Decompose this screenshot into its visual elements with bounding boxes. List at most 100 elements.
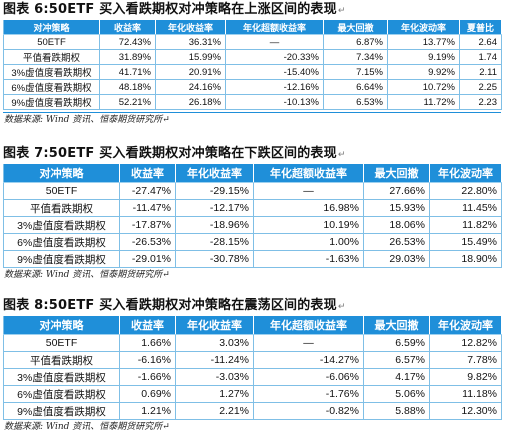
table-6-bottom-rule	[3, 112, 501, 113]
cell-strategy: 3%虚值度看跌期权	[3, 64, 100, 80]
col-header-annual-volatility: 年化波动率	[429, 164, 502, 183]
cell-annual-excess-return: -6.06%	[253, 368, 364, 386]
cell-strategy: 50ETF	[3, 334, 120, 352]
cell-strategy: 平值看跌期权	[3, 351, 120, 369]
cell-annual-excess-return: —	[225, 34, 324, 50]
cell-strategy: 9%虚值度看跌期权	[3, 250, 120, 268]
col-header-annual-volatility: 年化波动率	[387, 20, 460, 35]
table-row: 3%虚值度看跌期权 -17.87% -18.96% 10.19% 18.06% …	[3, 216, 502, 234]
table-row: 3%虚值度看跌期权 41.71% 20.91% -15.40% 7.15% 9.…	[3, 64, 502, 80]
cell-annual-return: 26.18%	[155, 94, 226, 110]
cell-annual-return: 36.31%	[155, 34, 226, 50]
cell-annual-excess-return: 10.19%	[253, 216, 364, 234]
cell-return: 72.43%	[99, 34, 156, 50]
col-header-annual-volatility: 年化波动率	[429, 316, 502, 335]
table-row: 平值看跌期权 31.89% 15.99% -20.33% 7.34% 9.19%…	[3, 49, 502, 65]
cell-max-drawdown: 29.03%	[363, 250, 430, 268]
cell-annual-volatility: 12.82%	[429, 334, 502, 352]
cell-annual-excess-return: -15.40%	[225, 64, 324, 80]
cell-annual-excess-return: -20.33%	[225, 49, 324, 65]
table-8-section: 图表 8:50ETF 买入看跌期权对冲策略在震荡区间的表现↵ 对冲策略 收益率 …	[0, 296, 505, 434]
cell-annual-excess-return: 1.00%	[253, 233, 364, 251]
cell-annual-return: -29.15%	[175, 182, 254, 200]
cell-max-drawdown: 6.57%	[363, 351, 430, 369]
cell-max-drawdown: 4.17%	[363, 368, 430, 386]
table-row: 3%虚值度看跌期权 -1.66% -3.03% -6.06% 4.17% 9.8…	[3, 368, 502, 386]
table-7-section: 图表 7:50ETF 买入看跌期权对冲策略在下跌区间的表现↵ 对冲策略 收益率 …	[0, 144, 505, 282]
col-header-return: 收益率	[119, 316, 176, 335]
col-header-max-drawdown: 最大回撤	[363, 316, 430, 335]
cell-max-drawdown: 26.53%	[363, 233, 430, 251]
cell-max-drawdown: 5.88%	[363, 402, 430, 420]
cell-annual-return: -18.96%	[175, 216, 254, 234]
cell-annual-volatility: 7.78%	[429, 351, 502, 369]
table-6-section: 图表 6:50ETF 买入看跌期权对冲策略在上涨区间的表现↵ 对冲策略 收益率 …	[0, 0, 505, 127]
cell-annual-volatility: 11.18%	[429, 385, 502, 403]
table-row: 9%虚值度看跌期权 -29.01% -30.78% -1.63% 29.03% …	[3, 250, 502, 268]
cell-strategy: 50ETF	[3, 34, 100, 50]
cell-sharpe: 2.64	[459, 34, 502, 50]
cell-sharpe: 1.74	[459, 49, 502, 65]
cell-return: -6.16%	[119, 351, 176, 369]
cell-return: -29.01%	[119, 250, 176, 268]
table-row: 50ETF 1.66% 3.03% — 6.59% 12.82%	[3, 334, 502, 352]
cell-annual-excess-return: -1.76%	[253, 385, 364, 403]
col-header-annual-excess-return: 年化超额收益率	[253, 164, 364, 183]
cell-strategy: 平值看跌期权	[3, 49, 100, 65]
table-row: 50ETF 72.43% 36.31% — 6.87% 13.77% 2.64	[3, 34, 502, 50]
cell-return: -11.47%	[119, 199, 176, 217]
table-7: 对冲策略 收益率 年化收益率 年化超额收益率 最大回撤 年化波动率 50ETF …	[3, 164, 502, 268]
cell-annual-return: 24.16%	[155, 79, 226, 95]
col-header-return: 收益率	[99, 20, 156, 35]
cell-annual-excess-return: -14.27%	[253, 351, 364, 369]
cell-annual-volatility: 10.72%	[387, 79, 460, 95]
table-row: 50ETF -27.47% -29.15% — 27.66% 22.80%	[3, 182, 502, 200]
cell-max-drawdown: 27.66%	[363, 182, 430, 200]
cell-annual-excess-return: -1.63%	[253, 250, 364, 268]
cell-annual-excess-return: -10.13%	[225, 94, 324, 110]
col-header-max-drawdown: 最大回撤	[323, 20, 388, 35]
cell-annual-excess-return: -12.16%	[225, 79, 324, 95]
table-6-header-row: 对冲策略 收益率 年化收益率 年化超额收益率 最大回撤 年化波动率 夏普比	[3, 20, 502, 35]
table-7-header-row: 对冲策略 收益率 年化收益率 年化超额收益率 最大回撤 年化波动率	[3, 164, 502, 183]
cell-annual-return: -30.78%	[175, 250, 254, 268]
cell-max-drawdown: 6.53%	[323, 94, 388, 110]
cell-annual-volatility: 11.72%	[387, 94, 460, 110]
cell-max-drawdown: 7.34%	[323, 49, 388, 65]
table-8-header-row: 对冲策略 收益率 年化收益率 年化超额收益率 最大回撤 年化波动率	[3, 316, 502, 335]
table-8-title: 图表 8:50ETF 买入看跌期权对冲策略在震荡区间的表现↵	[3, 298, 346, 313]
cell-annual-return: 1.27%	[175, 385, 254, 403]
table-row: 6%虚值度看跌期权 48.18% 24.16% -12.16% 6.64% 10…	[3, 79, 502, 95]
table-row: 平值看跌期权 -11.47% -12.17% 16.98% 15.93% 11.…	[3, 199, 502, 217]
cell-strategy: 9%虚值度看跌期权	[3, 402, 120, 420]
cell-return: -26.53%	[119, 233, 176, 251]
cell-annual-volatility: 9.19%	[387, 49, 460, 65]
table-6-title: 图表 6:50ETF 买入看跌期权对冲策略在上涨区间的表现↵	[3, 2, 346, 17]
cell-max-drawdown: 6.87%	[323, 34, 388, 50]
table-7-source-note: 数据来源: Wind 资讯、恒泰期货研究所↵	[4, 270, 170, 280]
col-header-sharpe: 夏普比	[459, 20, 502, 35]
cell-max-drawdown: 7.15%	[323, 64, 388, 80]
table-row: 9%虚值度看跌期权 1.21% 2.21% -0.82% 5.88% 12.30…	[3, 402, 502, 420]
cell-annual-excess-return: 16.98%	[253, 199, 364, 217]
cell-sharpe: 2.25	[459, 79, 502, 95]
col-header-annual-return: 年化收益率	[155, 20, 226, 35]
cell-annual-return: -3.03%	[175, 368, 254, 386]
col-header-strategy: 对冲策略	[3, 164, 120, 183]
cell-return: 1.21%	[119, 402, 176, 420]
cell-return: -1.66%	[119, 368, 176, 386]
cell-annual-excess-return: —	[253, 182, 364, 200]
cell-return: -17.87%	[119, 216, 176, 234]
cell-annual-return: 20.91%	[155, 64, 226, 80]
table-row: 6%虚值度看跌期权 -26.53% -28.15% 1.00% 26.53% 1…	[3, 233, 502, 251]
cell-annual-excess-return: -0.82%	[253, 402, 364, 420]
cell-return: 31.89%	[99, 49, 156, 65]
cell-annual-volatility: 9.82%	[429, 368, 502, 386]
cell-max-drawdown: 18.06%	[363, 216, 430, 234]
cell-strategy: 3%虚值度看跌期权	[3, 216, 120, 234]
col-header-max-drawdown: 最大回撤	[363, 164, 430, 183]
cell-strategy: 平值看跌期权	[3, 199, 120, 217]
col-header-strategy: 对冲策略	[3, 316, 120, 335]
cell-annual-return: 15.99%	[155, 49, 226, 65]
cell-return: -27.47%	[119, 182, 176, 200]
